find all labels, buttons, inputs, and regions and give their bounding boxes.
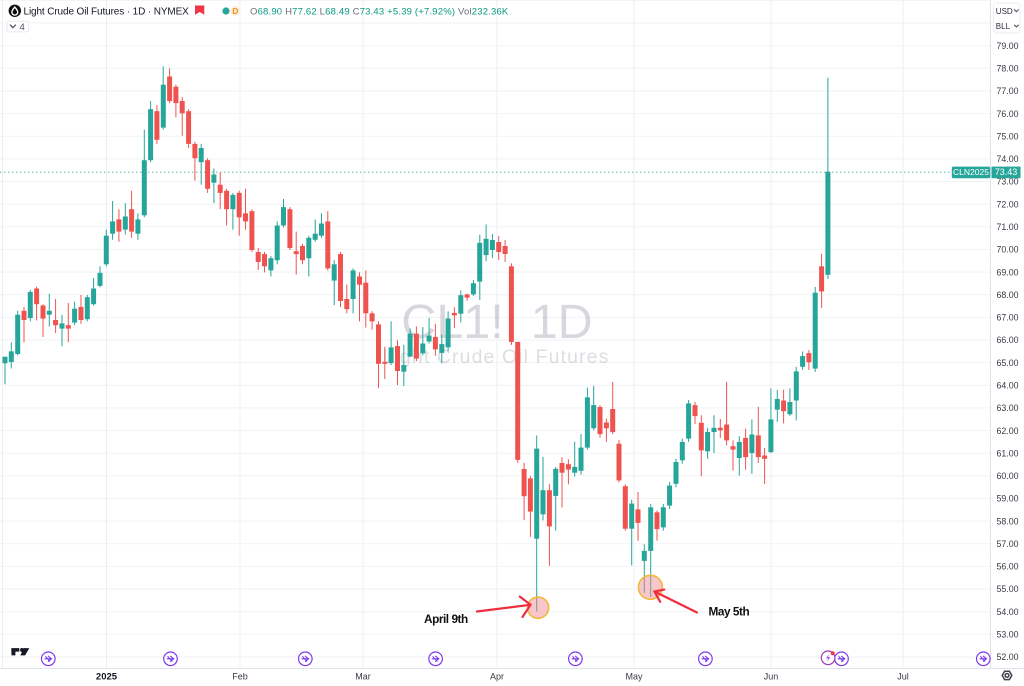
svg-text:60.00: 60.00	[997, 471, 1019, 481]
svg-text:D: D	[232, 6, 238, 16]
svg-text:BLL: BLL	[996, 22, 1011, 31]
svg-text:73.00: 73.00	[997, 177, 1019, 187]
svg-text:79.00: 79.00	[997, 41, 1019, 51]
svg-text:69.00: 69.00	[997, 267, 1019, 277]
svg-text:CLN2025: CLN2025	[953, 167, 989, 177]
svg-text:Apr: Apr	[490, 672, 504, 682]
svg-text:61.00: 61.00	[997, 448, 1019, 458]
svg-text:77.00: 77.00	[997, 86, 1019, 96]
svg-text:Jul: Jul	[897, 672, 909, 682]
svg-text:55.00: 55.00	[997, 584, 1019, 594]
svg-text:73.43: 73.43	[995, 167, 1018, 177]
svg-text:70.00: 70.00	[997, 245, 1019, 255]
svg-text:78.00: 78.00	[997, 64, 1019, 74]
svg-text:64.00: 64.00	[997, 381, 1019, 391]
svg-text:63.00: 63.00	[997, 403, 1019, 413]
svg-text:71.00: 71.00	[997, 222, 1019, 232]
svg-text:65.00: 65.00	[997, 358, 1019, 368]
svg-text:Light Crude Oil Futures · 1D ·: Light Crude Oil Futures · 1D · NYMEX	[24, 7, 190, 18]
svg-text:April 9th: April 9th	[424, 612, 468, 626]
svg-text:4: 4	[20, 22, 25, 33]
svg-text:66.00: 66.00	[997, 335, 1019, 345]
svg-text:O68.90 H77.62 L68.49 C73.43 +5: O68.90 H77.62 L68.49 C73.43 +5.39 (+7.92…	[250, 6, 509, 17]
svg-text:May: May	[625, 672, 643, 682]
svg-text:Light Crude Oil Futures: Light Crude Oil Futures	[383, 346, 610, 368]
svg-text:53.00: 53.00	[997, 630, 1019, 640]
svg-text:67.00: 67.00	[997, 313, 1019, 323]
svg-text:52.00: 52.00	[997, 652, 1019, 662]
svg-text:74.00: 74.00	[997, 154, 1019, 164]
svg-text:57.00: 57.00	[997, 539, 1019, 549]
svg-text:May 5th: May 5th	[709, 605, 750, 619]
svg-text:76.00: 76.00	[997, 109, 1019, 119]
svg-text:75.00: 75.00	[997, 131, 1019, 141]
svg-text:USD: USD	[996, 7, 1013, 16]
svg-text:2025: 2025	[96, 672, 118, 683]
svg-text:72.00: 72.00	[997, 199, 1019, 209]
svg-text:59.00: 59.00	[997, 494, 1019, 504]
svg-text:54.00: 54.00	[997, 607, 1019, 617]
svg-text:Jun: Jun	[764, 672, 779, 682]
svg-text:58.00: 58.00	[997, 516, 1019, 526]
svg-text:68.00: 68.00	[997, 290, 1019, 300]
svg-text:Mar: Mar	[355, 672, 371, 682]
svg-text:62.00: 62.00	[997, 426, 1019, 436]
svg-text:Feb: Feb	[232, 672, 248, 682]
svg-text:56.00: 56.00	[997, 562, 1019, 572]
